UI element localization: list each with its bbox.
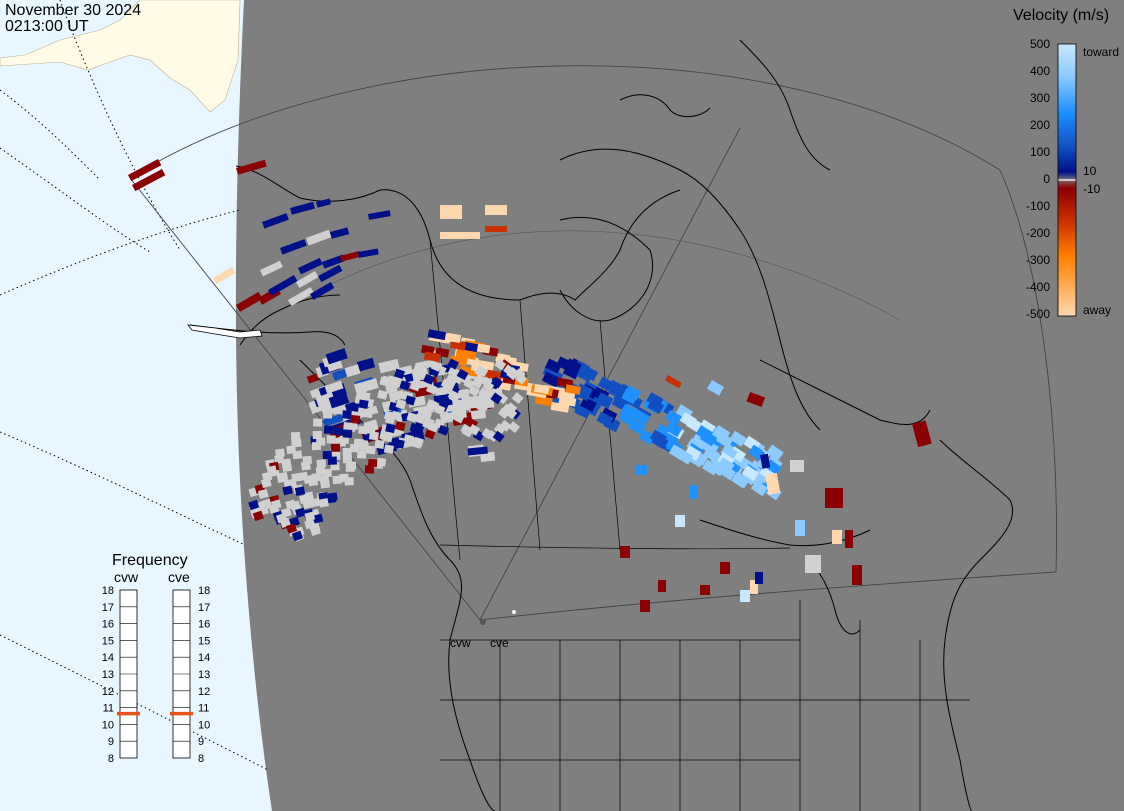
frequency-tick-10: 10 (198, 719, 210, 731)
velocity-cells (127, 159, 932, 612)
coastlines (189, 39, 1014, 811)
frequency-radar-cvw: cvw (114, 569, 139, 585)
velocity-tick-0: 0 (1043, 172, 1050, 186)
frequency-tick-11: 11 (103, 703, 114, 715)
frequency-tick-15: 15 (198, 635, 210, 647)
away-label: away (1083, 303, 1111, 317)
frequency-tick-12: 12 (102, 686, 114, 698)
velocity-tick--500: -500 (1026, 307, 1050, 321)
frequency-tick-17: 17 (198, 602, 210, 614)
velocity-tick--200: -200 (1026, 226, 1050, 240)
frequency-tick-8: 8 (108, 753, 114, 765)
radar-fov-outline (129, 65, 1057, 621)
velocity-tick-300: 300 (1030, 91, 1050, 105)
velocity-tick--10: -10 (1083, 182, 1101, 196)
frequency-tick-14: 14 (102, 652, 114, 664)
frequency-tick-10: 10 (102, 719, 114, 731)
frequency-tick-9: 9 (108, 736, 114, 748)
frequency-tick-14: 14 (198, 652, 210, 664)
frequency-tick-15: 15 (102, 635, 114, 647)
frequency-tick-13: 13 (198, 669, 210, 681)
frequency-tick-9: 9 (198, 736, 204, 748)
aleutian-islands (187, 324, 263, 339)
station-marker-cve (512, 610, 516, 614)
velocity-tick-200: 200 (1030, 118, 1050, 132)
velocity-colorbar (1058, 44, 1076, 316)
frequency-tick-16: 16 (198, 619, 210, 631)
velocity-tick-100: 100 (1030, 145, 1050, 159)
frequency-tick-13: 13 (102, 669, 114, 681)
time-label: 0213:00 UT (5, 18, 89, 35)
velocity-tick-400: 400 (1030, 64, 1050, 78)
velocity-tick--100: -100 (1026, 199, 1050, 213)
frequency-scales: 18 17 16 15 14 13 12 11 10 9 8 18 17 16 15 14 13 12 11 10 9 8 (102, 585, 211, 765)
velocity-tick--300: -300 (1026, 253, 1050, 267)
velocity-tick--400: -400 (1026, 280, 1050, 294)
toward-label: toward (1083, 45, 1119, 59)
political-borders (429, 239, 970, 811)
frequency-tick-18: 18 (102, 585, 114, 597)
siberia-landmass (0, 0, 241, 113)
lat-lon-grid (0, 0, 269, 771)
velocity-tick-10: 10 (1083, 164, 1097, 178)
frequency-tick-16: 16 (102, 619, 114, 631)
date-label: November 30 2024 (5, 2, 141, 19)
velocity-legend-title: Velocity (m/s) (1013, 7, 1109, 24)
frequency-tick-17: 17 (102, 602, 114, 614)
frequency-tick-12: 12 (198, 686, 210, 698)
colorbar-frame (1057, 43, 1077, 317)
station-marker-cvw (480, 619, 486, 625)
velocity-tick-500: 500 (1030, 37, 1050, 51)
velocity-tick-labels: 500400300200100100-10-100-200-300-400-50… (1026, 37, 1101, 321)
frequency-title: Frequency (112, 552, 188, 569)
frequency-tick-11: 11 (198, 703, 209, 715)
colorbar-gradient (1058, 44, 1076, 316)
frequency-tick-8: 8 (198, 753, 204, 765)
station-label-cve: cve (490, 636, 509, 650)
frequency-tick-18: 18 (198, 585, 210, 597)
frequency-radar-cve: cve (168, 569, 190, 585)
station-label-cvw: cvw (450, 636, 471, 650)
